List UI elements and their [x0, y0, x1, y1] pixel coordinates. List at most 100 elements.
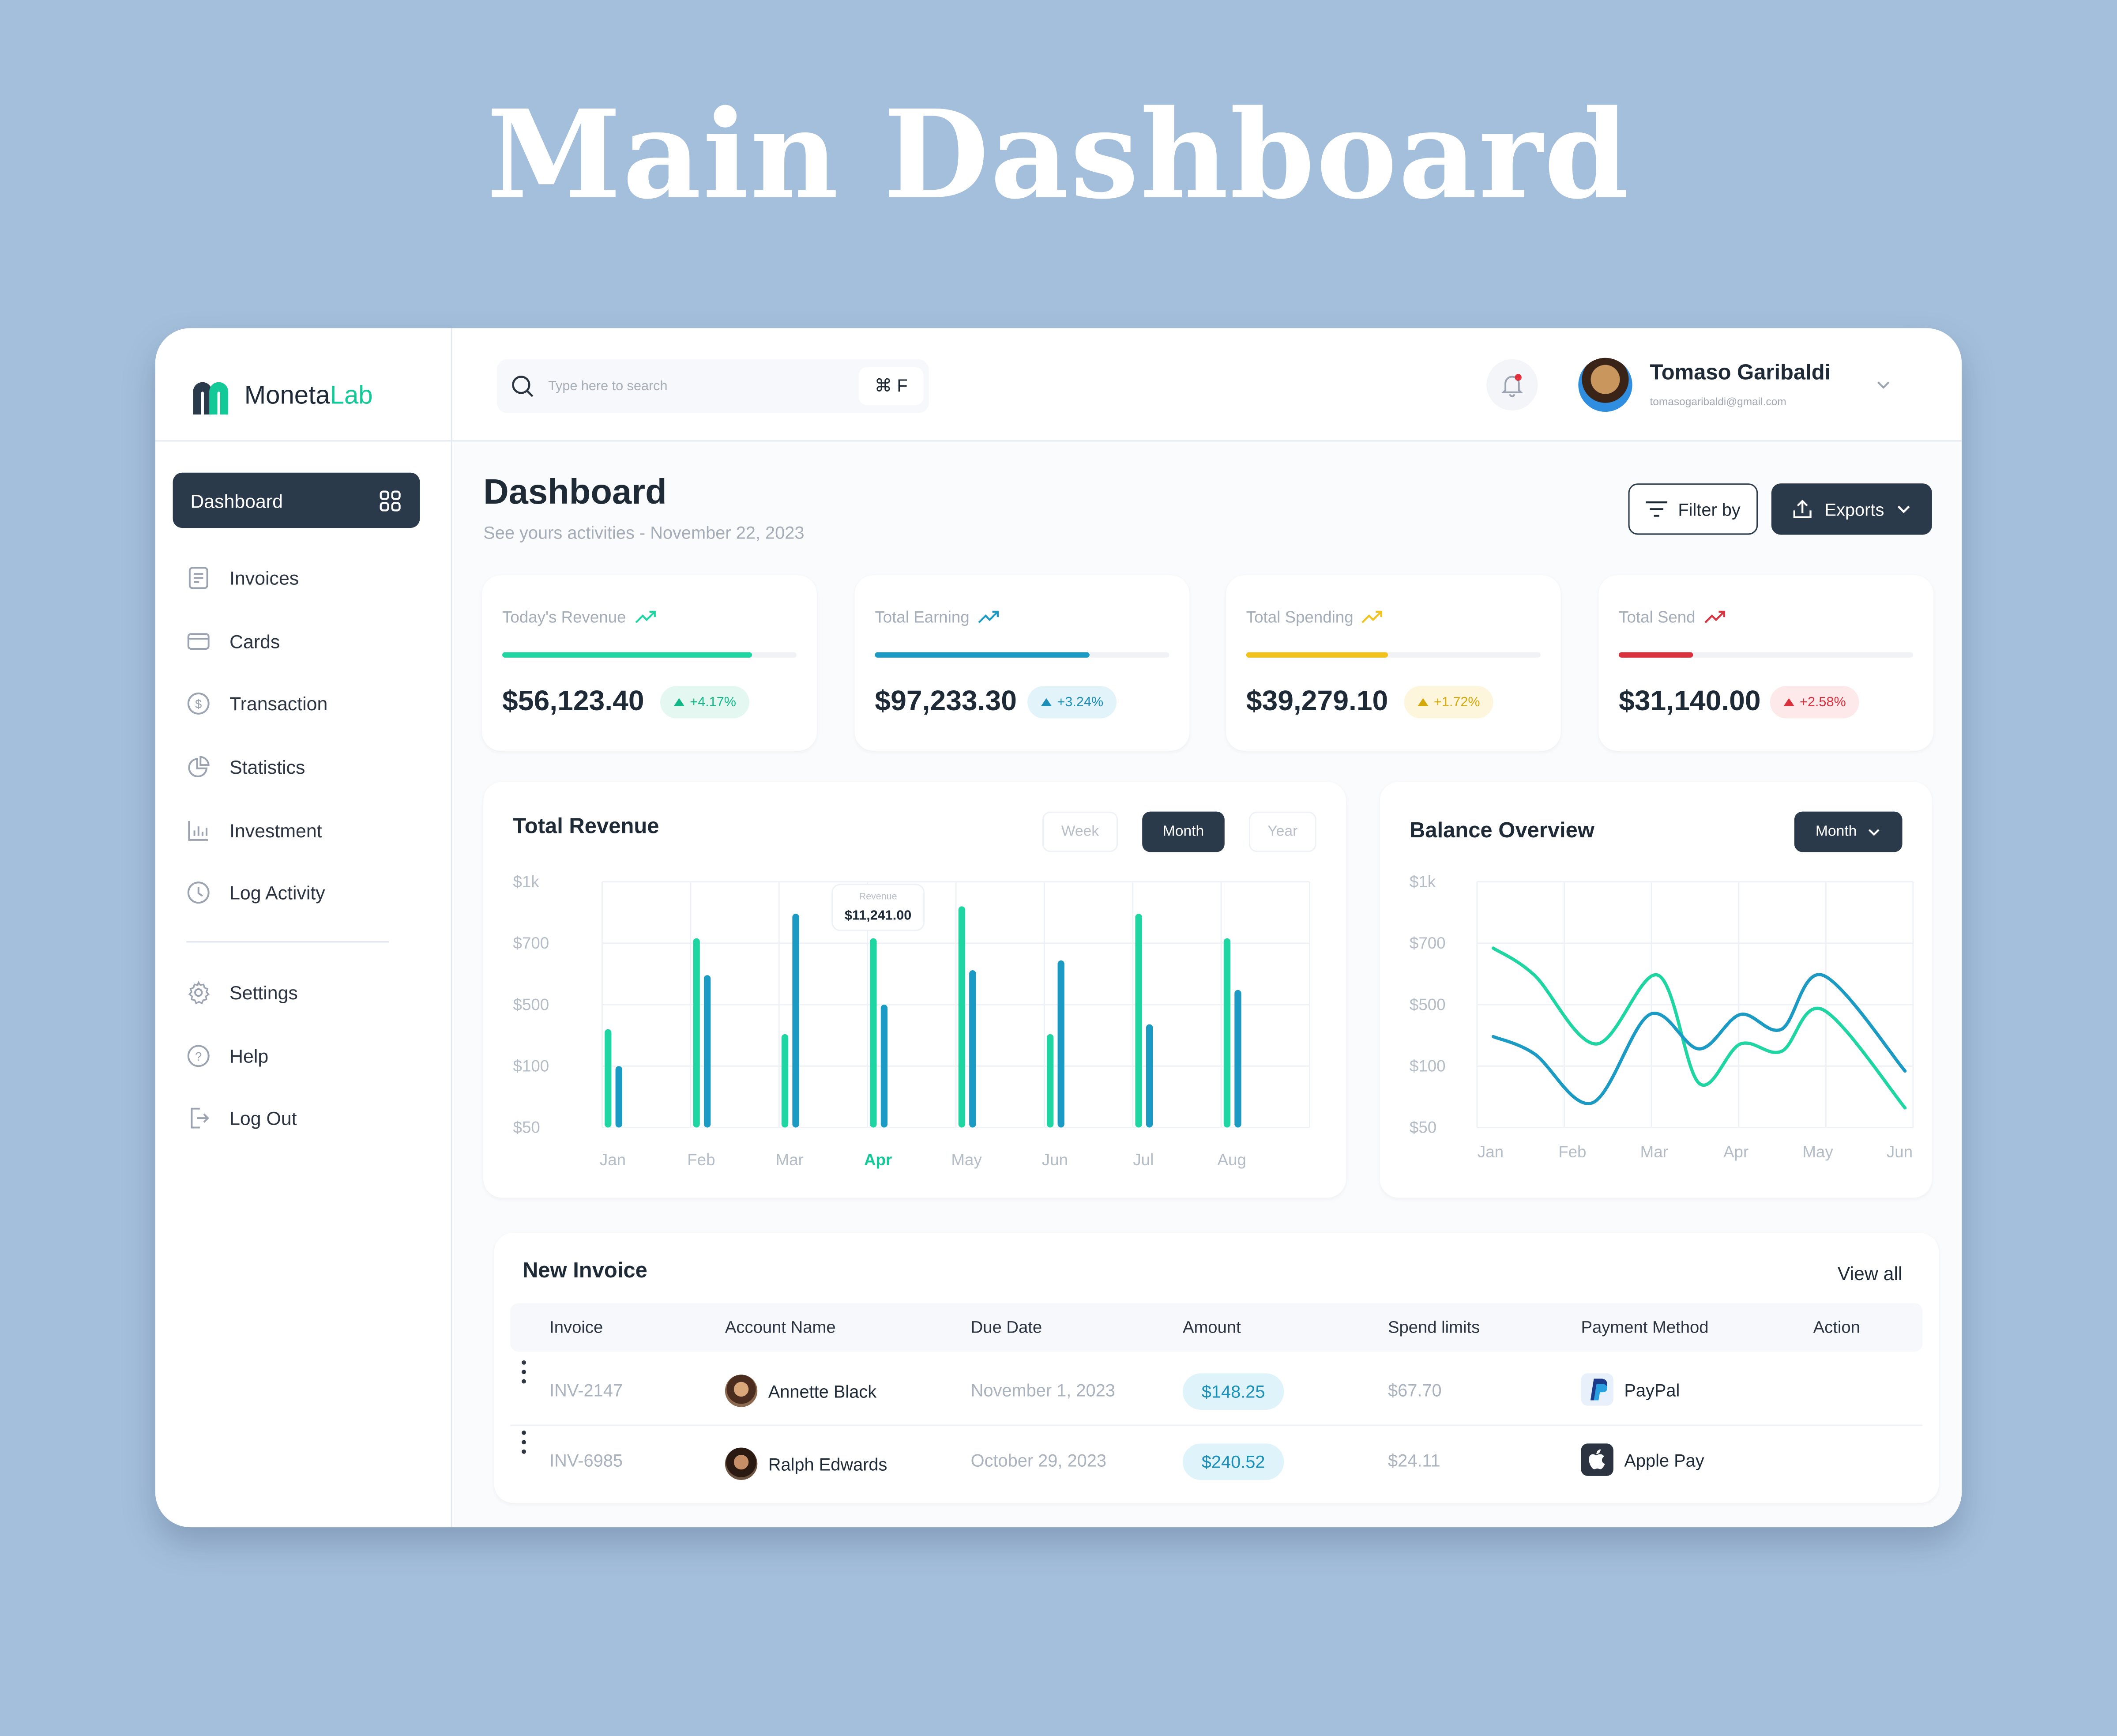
kpi-card-send: Total Send $31,140.00 +2.58% — [1598, 575, 1933, 751]
tab-week[interactable]: Week — [1042, 811, 1118, 852]
spend-limit: $67.70 — [1388, 1380, 1442, 1401]
column-header: Amount — [1182, 1318, 1241, 1337]
bar — [969, 970, 976, 1128]
kpi-label: Total Send — [1619, 608, 1725, 627]
x-tick-label: Apr — [864, 1151, 892, 1169]
user-name: Tomaso Garibaldi — [1650, 362, 1831, 385]
view-all-link[interactable]: View all — [1837, 1262, 1903, 1284]
bar — [1223, 938, 1231, 1128]
kpi-value: $39,279.10 — [1246, 686, 1388, 717]
kpi-value: $97,233.30 — [875, 686, 1017, 717]
chevron-down-icon[interactable] — [1875, 377, 1891, 393]
bar — [880, 1005, 888, 1128]
kpi-progress-fill — [1619, 652, 1692, 658]
trend-up-icon — [1362, 610, 1383, 623]
filter-label: Filter by — [1678, 499, 1741, 520]
sidebar-nav-bottom: Settings ? Help Log Out — [186, 961, 429, 1150]
account-cell: Annette Black — [725, 1374, 876, 1407]
kpi-change-badge: +2.58% — [1770, 686, 1860, 719]
bar — [615, 1066, 622, 1128]
paypal-icon — [1581, 1373, 1613, 1406]
balance-title: Balance Overview — [1409, 819, 1594, 843]
series-line — [1491, 973, 1907, 1105]
payment-method-label: PayPal — [1624, 1379, 1680, 1400]
search-input[interactable] — [548, 379, 846, 394]
y-tick-label: $1k — [1410, 873, 1436, 891]
account-name: Ralph Edwards — [768, 1454, 887, 1474]
sidebar-item-log-activity[interactable]: Log Activity — [186, 862, 429, 925]
tab-month[interactable]: Month — [1142, 811, 1225, 852]
y-tick-label: $500 — [513, 995, 549, 1013]
kpi-progress-track — [1246, 652, 1541, 658]
sidebar-item-label: Settings — [229, 982, 298, 1004]
x-tick-label: Jan — [1478, 1143, 1504, 1161]
exports-button[interactable]: Exports — [1771, 483, 1932, 535]
sidebar-item-label: Log Out — [229, 1108, 297, 1130]
bar — [958, 906, 965, 1128]
more-options-icon[interactable] — [510, 1356, 537, 1388]
table-header: Invoice Account Name Due Date Amount Spe… — [510, 1303, 1923, 1352]
x-tick-label: Jan — [600, 1151, 626, 1169]
sidebar-item-settings[interactable]: Settings — [186, 961, 429, 1024]
tab-year[interactable]: Year — [1248, 811, 1316, 852]
upload-icon — [1794, 499, 1812, 518]
notification-button[interactable] — [1486, 359, 1538, 411]
tooltip-box — [831, 884, 925, 931]
sidebar-item-statistics[interactable]: Statistics — [186, 736, 429, 799]
revenue-title: Total Revenue — [513, 815, 659, 839]
sidebar-separator — [186, 941, 389, 943]
brand-name-accent: Lab — [330, 382, 373, 411]
more-options-icon[interactable] — [510, 1426, 537, 1458]
kpi-change-badge: +3.24% — [1027, 686, 1117, 719]
payment-method-label: Apple Pay — [1624, 1450, 1704, 1470]
table-row[interactable]: INV-2147 Annette Black November 1, 2023 … — [510, 1356, 1923, 1426]
brand-name-main: Moneta — [244, 382, 330, 411]
x-tick-label: Mar — [776, 1151, 804, 1169]
logo[interactable]: MonetaLab — [190, 377, 373, 418]
y-tick-label: $700 — [513, 934, 549, 952]
avatar — [725, 1447, 758, 1480]
y-tick-label: $50 — [1410, 1118, 1436, 1137]
revenue-bar-chart: $1k $700 $500 $100 $50 Jan Feb Mar Apr May Jun Jul A… — [513, 873, 1311, 1169]
chevron-down-icon — [1897, 505, 1910, 513]
kpi-label: Today's Revenue — [502, 608, 656, 627]
invoice-title: New Invoice — [522, 1260, 647, 1283]
filter-button[interactable]: Filter by — [1628, 483, 1758, 535]
avatar[interactable] — [1578, 358, 1632, 412]
pie-chart-icon — [188, 756, 210, 778]
gear-icon — [188, 981, 210, 1005]
caret-up-icon — [1418, 698, 1429, 707]
tooltip-label: Revenue — [859, 891, 897, 901]
bar — [1234, 990, 1241, 1128]
app-window: MonetaLab Dashboard Invoices — [155, 328, 1962, 1528]
column-header: Due Date — [970, 1318, 1042, 1337]
sidebar-nav: Invoices Cards $ Transaction Statistics … — [186, 547, 429, 924]
new-invoice-card: New Invoice View all Invoice Account Nam… — [494, 1233, 1939, 1503]
due-date: November 1, 2023 — [970, 1380, 1115, 1401]
y-tick-label: $1k — [513, 873, 540, 891]
table-row[interactable]: INV-6985 Ralph Edwards October 29, 2023 … — [510, 1426, 1922, 1496]
account-cell: Ralph Edwards — [725, 1447, 887, 1480]
sidebar-item-help[interactable]: ? Help — [186, 1024, 429, 1088]
x-tick-label: Aug — [1218, 1151, 1246, 1169]
chart-tooltip: Revenue $11,241.00 — [831, 884, 925, 931]
x-tick-label: Feb — [687, 1151, 715, 1169]
balance-period-dropdown[interactable]: Month — [1794, 811, 1903, 852]
x-tick-label: Jun — [1887, 1143, 1913, 1161]
total-revenue-card: Total Revenue Week Month Year $1k $700 $50… — [483, 782, 1346, 1198]
bar — [693, 938, 700, 1128]
sidebar-divider — [155, 440, 452, 442]
caret-up-icon — [1783, 698, 1794, 707]
sidebar-item-log-out[interactable]: Log Out — [186, 1087, 429, 1150]
bar — [781, 1034, 789, 1128]
sidebar-item-dashboard[interactable]: Dashboard — [173, 472, 420, 528]
kpi-progress-fill — [875, 652, 1090, 658]
sidebar-item-cards[interactable]: Cards — [186, 610, 429, 673]
sidebar-item-investment[interactable]: Investment — [186, 798, 429, 862]
x-tick-label: Apr — [1723, 1143, 1748, 1161]
kpi-progress-fill — [1246, 652, 1388, 658]
kpi-progress-track — [875, 652, 1169, 658]
y-tick-label: $500 — [1410, 995, 1446, 1013]
sidebar-item-invoices[interactable]: Invoices — [186, 547, 429, 610]
sidebar-item-transaction[interactable]: $ Transaction — [186, 673, 429, 736]
